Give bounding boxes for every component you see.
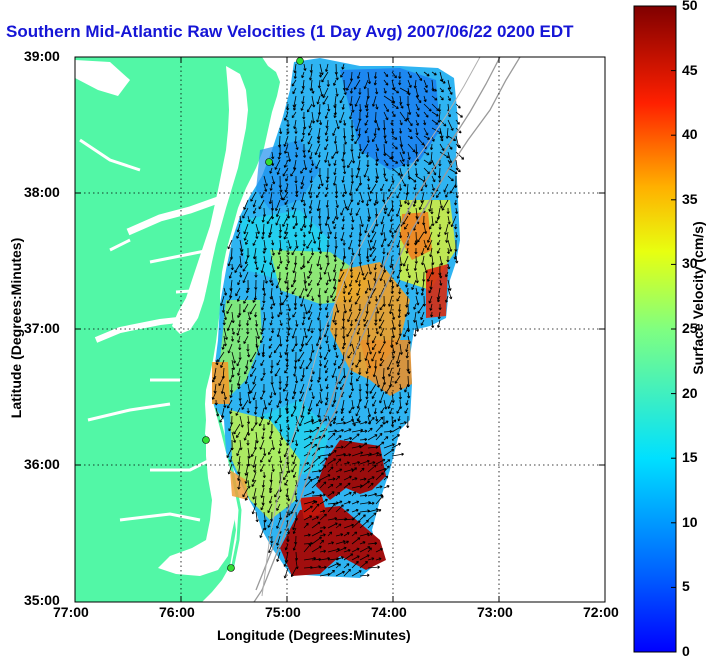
x-tick-label: 77:00	[53, 604, 89, 620]
colorbar-tick-label: 0	[682, 643, 690, 659]
colorbar-label: Surface Velocity (cm/s)	[690, 221, 706, 375]
bathymetry-contour	[261, 57, 481, 597]
y-axis-label: Latitude (Degrees:Minutes)	[8, 237, 24, 419]
pamlico-sound	[158, 406, 240, 576]
velocity-zone-slow	[340, 68, 440, 170]
colorbar-tick-label: 20	[682, 385, 698, 401]
colorbar-tick-label: 30	[682, 255, 698, 271]
x-tick-label: 73:00	[477, 604, 513, 620]
y-tick-label: 39:00	[24, 48, 60, 64]
y-tick-label: 36:00	[24, 456, 60, 472]
x-axis-label: Longitude (Degrees:Minutes)	[217, 627, 411, 643]
velocity-zone-fast	[212, 362, 230, 404]
bathymetry-contour	[253, 57, 521, 602]
grid-lines	[75, 57, 605, 602]
rivers	[79, 138, 211, 522]
radar-stations	[202, 57, 304, 572]
colorbar-tick-label: 5	[682, 578, 690, 594]
velocity-zone-fast	[360, 340, 412, 396]
colorbar-tick-label: 15	[682, 449, 698, 465]
colorbar-tick-label: 50	[682, 0, 698, 13]
colorbar-ticks	[671, 70, 676, 588]
delaware-bay	[75, 60, 130, 96]
colorbar-tick-label: 10	[682, 514, 698, 530]
y-tick-label: 35:00	[24, 592, 60, 608]
velocity-arrow-set	[211, 63, 465, 579]
colorbar-tick-label: 40	[682, 126, 698, 142]
x-tick-label: 76:00	[159, 604, 195, 620]
radar-station	[296, 57, 304, 65]
potomac-river	[126, 196, 220, 236]
x-tick-label: 74:00	[371, 604, 407, 620]
y-tick-label: 38:00	[24, 184, 60, 200]
chesapeake-bay	[172, 66, 248, 334]
colorbar-tick-label: 35	[682, 191, 698, 207]
axis-ticks	[75, 57, 605, 602]
james-river	[94, 315, 197, 343]
colorbar-tick-label: 45	[682, 62, 698, 78]
bathymetry-contour	[255, 57, 501, 591]
radar-station	[227, 564, 235, 572]
colorbar-tick-label: 25	[682, 320, 698, 336]
colorbar	[633, 5, 677, 653]
radar-station	[265, 158, 273, 166]
x-tick-label: 75:00	[265, 604, 301, 620]
velocity-zone-moderate	[220, 300, 262, 400]
x-tick-label: 72:00	[583, 604, 619, 620]
map-title: Southern Mid-Atlantic Raw Velocities (1 …	[6, 22, 574, 41]
velocity-arrows	[211, 63, 465, 579]
velocity-zone-max	[300, 496, 326, 520]
y-tick-label: 37:00	[24, 320, 60, 336]
radar-station	[202, 436, 210, 444]
